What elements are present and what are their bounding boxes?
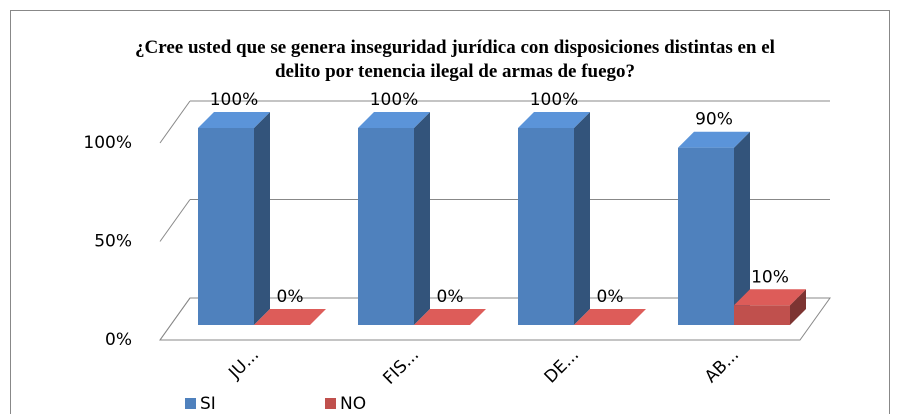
data-label: 0% <box>437 287 464 307</box>
data-label: 100% <box>530 90 579 110</box>
y-tick-label: 50% <box>94 232 132 252</box>
bar-side <box>574 112 590 325</box>
data-label: 0% <box>277 287 304 307</box>
bar-side <box>254 112 270 325</box>
bar-top <box>518 112 590 128</box>
bar-side <box>734 131 750 325</box>
bar-top <box>734 289 806 306</box>
axis-depth-line <box>159 100 191 144</box>
data-label: 90% <box>695 110 733 130</box>
legend-swatch <box>325 398 336 409</box>
chart-title: ¿Cree usted que se genera inseguridad ju… <box>135 37 775 82</box>
y-tick-label: 100% <box>83 133 132 153</box>
bar-top <box>254 309 326 325</box>
bar <box>198 128 254 325</box>
data-label: 0% <box>597 287 624 307</box>
bar-side <box>790 289 806 325</box>
legend-label: SI <box>200 394 216 414</box>
data-label: 100% <box>210 90 259 110</box>
data-label: 10% <box>751 267 789 287</box>
data-label: 100% <box>370 90 419 110</box>
legend-label: NO <box>340 394 366 414</box>
bar-top <box>414 309 486 325</box>
bar-side <box>414 112 430 325</box>
legend-swatch <box>185 398 196 409</box>
axis-depth-line <box>159 297 191 341</box>
bar-top <box>358 112 430 128</box>
bar <box>734 305 790 325</box>
axis-depth-line <box>159 199 191 242</box>
bar-top <box>574 309 646 325</box>
y-tick-label: 0% <box>105 330 132 350</box>
bar-top <box>678 131 750 148</box>
bar <box>518 128 574 325</box>
bar <box>678 147 734 325</box>
bar <box>358 128 414 325</box>
bar-top <box>198 112 270 128</box>
